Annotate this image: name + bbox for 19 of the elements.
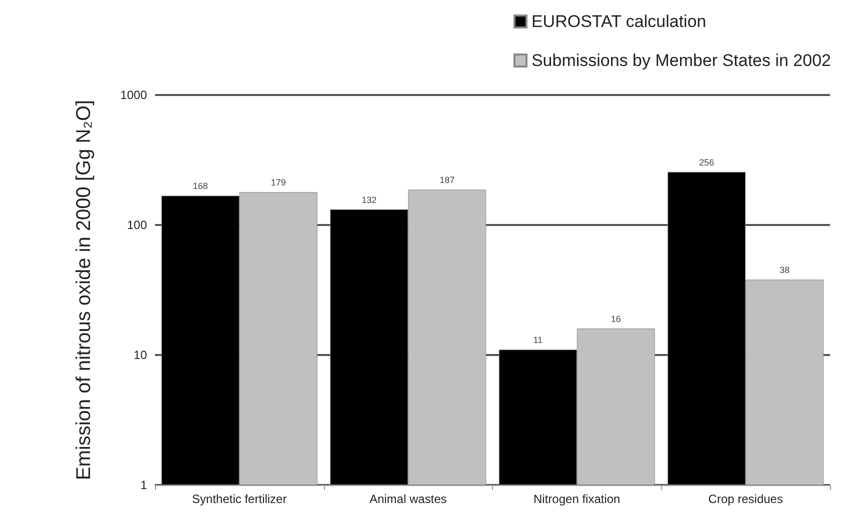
legend-label: Submissions by Member States in 2002 <box>531 51 832 70</box>
x-tick-label: Crop residues <box>708 492 783 506</box>
data-label: 132 <box>362 194 377 205</box>
y-tick-label: 1 <box>140 478 148 492</box>
data-label: 168 <box>192 181 208 192</box>
data-label: 256 <box>699 157 714 168</box>
x-tick-label: Synthetic fertilizer <box>192 492 287 506</box>
y-axis-title: Emission of nitrous oxide in 2000 [Gg N₂O] <box>73 100 95 480</box>
x-tick-label: Animal wastes <box>369 492 447 506</box>
data-label: 187 <box>440 175 455 186</box>
data-label: 38 <box>780 265 790 276</box>
y-tick-label: 100 <box>126 218 148 232</box>
data-label: 179 <box>270 178 286 188</box>
legend-label: EUROSTAT calculation <box>531 12 706 31</box>
y-tick-label: 1000 <box>120 88 148 102</box>
x-tick-label: Nitrogen fixation <box>534 492 620 506</box>
data-label: 11 <box>533 335 543 346</box>
data-label: 16 <box>610 314 621 324</box>
y-tick-label: 10 <box>134 348 148 362</box>
